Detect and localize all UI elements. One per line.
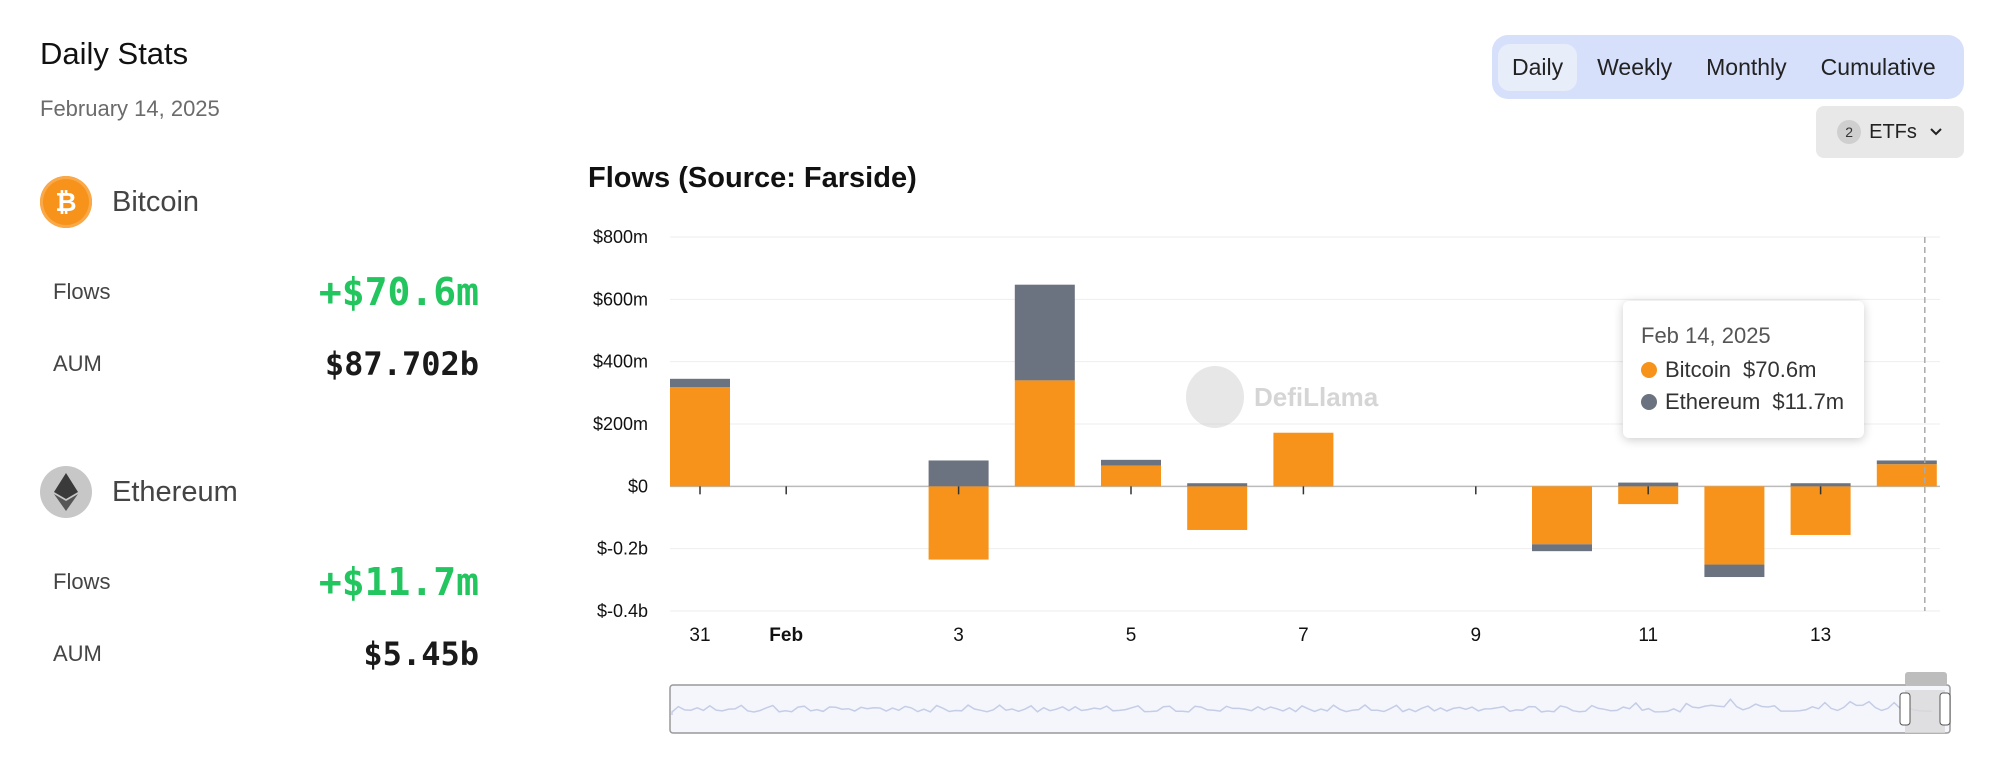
zoom-drag-handle[interactable]: [1905, 672, 1947, 686]
bar-bitcoin[interactable]: [1014, 380, 1075, 487]
tooltip-row-bitcoin: Bitcoin $70.6m: [1641, 357, 1846, 383]
tooltip-row-ethereum: Ethereum $11.7m: [1641, 389, 1846, 415]
ethereum-flows-row: Flows +$11.7m: [53, 560, 479, 604]
bar-ethereum[interactable]: [1014, 284, 1075, 381]
page-title: Daily Stats: [40, 36, 189, 71]
chart-title: Flows (Source: Farside): [588, 162, 917, 194]
ethereum-flows-value: +$11.7m: [318, 560, 479, 604]
bitcoin-icon: ₿: [40, 176, 92, 228]
bar-ethereum[interactable]: [1618, 482, 1679, 487]
ethereum-legend-dot: [1641, 394, 1657, 410]
tab-weekly[interactable]: Weekly: [1597, 53, 1673, 80]
bitcoin-flows-row: Flows +$70.6m: [53, 270, 479, 314]
zoom-left-handle[interactable]: [1899, 692, 1911, 726]
bar-bitcoin[interactable]: [1618, 486, 1679, 505]
bitcoin-flows-value: +$70.6m: [318, 270, 479, 314]
y-tick-label: $200m: [593, 414, 648, 434]
tab-monthly[interactable]: Monthly: [1706, 53, 1787, 80]
ethereum-aum-value: $5.45b: [363, 635, 479, 673]
aum-label: AUM: [53, 641, 102, 666]
ethereum-aum-row: AUM $5.45b: [53, 635, 479, 673]
bar-ethereum[interactable]: [1532, 544, 1592, 552]
ethereum-icon: [40, 466, 92, 518]
bitcoin-aum-row: AUM $87.702b: [53, 345, 479, 383]
tab-cumulative[interactable]: Cumulative: [1820, 53, 1936, 80]
flows-label: Flows: [53, 569, 111, 594]
tooltip-date: Feb 14, 2025: [1641, 323, 1771, 348]
asset-header-bitcoin: ₿ Bitcoin: [40, 176, 199, 228]
etf-filter-dropdown[interactable]: 2 ETFs: [1816, 106, 1964, 158]
zoom-slider-sparkline: [671, 698, 1932, 715]
x-tick-label: 3: [953, 625, 964, 646]
x-tick-label: 7: [1298, 625, 1309, 646]
bar-ethereum[interactable]: [928, 460, 989, 487]
x-tick-label: 11: [1638, 625, 1658, 646]
y-tick-label: $-0.4b: [597, 601, 648, 621]
tooltip-series-value: $70.6m: [1743, 357, 1817, 382]
tab-daily[interactable]: Daily: [1498, 43, 1578, 91]
period-tabs: Daily Weekly Monthly Cumulative: [1492, 35, 1964, 99]
x-tick-label: 31: [689, 625, 710, 646]
asset-name-ethereum: Ethereum: [112, 475, 238, 508]
aum-label: AUM: [53, 351, 102, 376]
y-tick-label: $400m: [593, 352, 648, 372]
bar-bitcoin[interactable]: [670, 387, 730, 487]
zoom-selection-window[interactable]: [1905, 690, 1945, 733]
bar-bitcoin[interactable]: [928, 486, 989, 560]
chevron-down-icon: [1930, 128, 1942, 136]
bar-ethereum[interactable]: [1790, 483, 1851, 487]
tooltip-series-name: Bitcoin: [1665, 357, 1732, 382]
bar-ethereum[interactable]: [1101, 459, 1161, 466]
flows-label: Flows: [53, 279, 111, 304]
x-tick-label: 13: [1810, 625, 1831, 646]
asset-name-bitcoin: Bitcoin: [112, 185, 200, 218]
bitcoin-aum-value: $87.702b: [324, 345, 479, 383]
tooltip-series-name: Ethereum: [1665, 389, 1761, 414]
y-tick-label: $-0.2b: [597, 539, 648, 559]
etf-count-badge: 2: [1837, 120, 1862, 144]
bar-bitcoin[interactable]: [1187, 486, 1248, 530]
bar-ethereum[interactable]: [1704, 564, 1765, 578]
x-tick-label: 9: [1471, 625, 1482, 646]
bar-ethereum[interactable]: [1187, 483, 1248, 487]
bar-ethereum[interactable]: [1876, 460, 1937, 465]
stats-date: February 14, 2025: [40, 96, 220, 121]
bar-bitcoin[interactable]: [1704, 486, 1765, 565]
asset-header-ethereum: Ethereum: [40, 466, 238, 518]
bitcoin-legend-dot: [1641, 362, 1657, 378]
x-tick-label: Feb: [769, 625, 803, 646]
bar-bitcoin[interactable]: [1273, 432, 1334, 487]
zoom-right-handle[interactable]: [1939, 692, 1951, 726]
svg-text:₿: ₿: [55, 188, 76, 218]
etf-filter-label: ETFs: [1869, 120, 1917, 143]
y-tick-label: $800m: [593, 227, 648, 247]
bar-bitcoin[interactable]: [1876, 464, 1937, 487]
defillama-watermark: DefiLlama: [1186, 366, 1378, 428]
bar-ethereum[interactable]: [670, 378, 730, 388]
x-tick-label: 5: [1126, 625, 1137, 646]
bar-bitcoin[interactable]: [1790, 486, 1851, 535]
bar-bitcoin[interactable]: [1532, 486, 1592, 545]
tooltip-series-value: $11.7m: [1772, 389, 1845, 414]
y-tick-label: $600m: [593, 289, 648, 309]
y-tick-label: $0: [628, 476, 648, 496]
watermark-text: DefiLlama: [1254, 381, 1379, 412]
chart-tooltip: Feb 14, 2025 Bitcoin $70.6m Ethereum $11…: [1623, 301, 1864, 438]
bar-bitcoin[interactable]: [1101, 465, 1161, 487]
llama-logo-icon: [1186, 366, 1244, 428]
